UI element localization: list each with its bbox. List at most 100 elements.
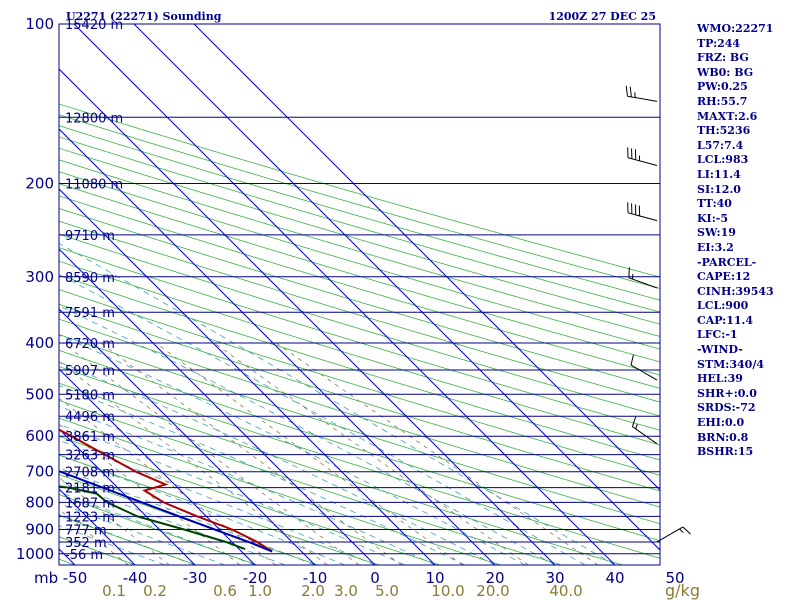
dry-adiabat bbox=[59, 318, 660, 508]
wind-barb-flag bbox=[630, 354, 634, 366]
wind-barb-half bbox=[634, 92, 636, 98]
isotherm-line bbox=[73, 24, 616, 565]
isotherm-line bbox=[59, 428, 196, 565]
dry-adiabat bbox=[59, 147, 660, 325]
dry-adiabat bbox=[59, 349, 660, 542]
height-label: 6720 m bbox=[65, 337, 115, 352]
index-item: EI:3.2 bbox=[697, 240, 734, 254]
index-item: CINH:39543 bbox=[697, 284, 774, 298]
isotherm-line bbox=[133, 24, 660, 551]
dry-adiabat bbox=[59, 494, 258, 565]
isotherm-line bbox=[59, 128, 496, 565]
height-label: 2708 m bbox=[65, 466, 115, 481]
temperature-tick-label: 50 bbox=[665, 569, 684, 587]
temperature-tick-label: -50 bbox=[63, 569, 88, 587]
index-item: EHI:0.0 bbox=[697, 416, 745, 430]
index-item: SI:12.0 bbox=[697, 182, 741, 196]
index-item: BRN:0.8 bbox=[697, 430, 749, 444]
dry-adiabat bbox=[59, 417, 501, 565]
moist-adiabat bbox=[59, 439, 376, 565]
index-item: LFC:-1 bbox=[697, 328, 738, 342]
pressure-tick-label: 400 bbox=[25, 334, 54, 352]
pressure-tick-label: 700 bbox=[25, 463, 54, 481]
height-label: 15420 m bbox=[65, 18, 123, 33]
series-dewpoint-line bbox=[59, 485, 246, 551]
dry-adiabat bbox=[59, 114, 660, 289]
wind-barb-flag bbox=[628, 267, 630, 278]
moist-adiabat bbox=[59, 242, 616, 565]
wind-barb-staff bbox=[627, 95, 658, 102]
wind-barb-staff bbox=[632, 426, 658, 445]
height-label: 1687 m bbox=[65, 496, 115, 511]
index-item: MAXT:2.6 bbox=[697, 109, 758, 123]
mixing-ratio-line bbox=[155, 342, 463, 565]
index-item: BSHR:15 bbox=[697, 445, 754, 459]
index-item: CAP:11.4 bbox=[697, 313, 754, 327]
height-label: 1223 m bbox=[65, 510, 115, 525]
wind-barb-flag bbox=[631, 416, 637, 427]
temperature-tick-label: 10 bbox=[425, 569, 444, 587]
height-label: 2181 m bbox=[65, 482, 115, 497]
pressure-tick-label: 200 bbox=[25, 174, 54, 192]
height-label: 5180 m bbox=[65, 388, 115, 403]
height-label: 5907 m bbox=[65, 364, 115, 379]
index-item: SRDS:-72 bbox=[697, 401, 756, 415]
index-item: L57:7.4 bbox=[697, 138, 744, 152]
chart-title-right: 1200Z 27 DEC 25 bbox=[549, 10, 656, 23]
wind-barb-staff bbox=[656, 526, 684, 543]
index-item: SHR+:0.0 bbox=[697, 386, 757, 400]
index-item: TT:40 bbox=[697, 197, 732, 211]
dry-adiabat bbox=[59, 399, 562, 565]
index-item: RH:55.7 bbox=[697, 94, 748, 108]
moist-adiabat bbox=[59, 405, 436, 565]
temperature-tick-label: -10 bbox=[303, 569, 328, 587]
index-item: LCL:983 bbox=[697, 153, 749, 167]
dry-adiabat bbox=[59, 195, 660, 376]
moist-adiabat bbox=[59, 274, 586, 565]
dry-adiabat bbox=[59, 514, 197, 565]
wind-barb-staff bbox=[627, 157, 658, 167]
series-parcel-line bbox=[59, 470, 273, 553]
index-item: -WIND- bbox=[697, 343, 743, 357]
dry-adiabat bbox=[59, 207, 660, 389]
temperature-tick-label: -40 bbox=[123, 569, 148, 587]
pressure-tick-label: 600 bbox=[25, 427, 54, 445]
wind-barb-flag bbox=[682, 526, 691, 535]
index-item: STM:340/4 bbox=[697, 357, 764, 371]
height-label: 9710 m bbox=[65, 229, 115, 244]
dry-adiabat bbox=[59, 247, 660, 431]
wind-barb bbox=[656, 526, 691, 543]
plot-frame bbox=[58, 23, 661, 566]
dry-adiabat bbox=[59, 260, 660, 446]
wind-barb-half bbox=[635, 423, 638, 430]
moist-adiabat bbox=[59, 454, 346, 565]
index-item: WB0: BG bbox=[697, 65, 754, 79]
wind-barb bbox=[630, 354, 658, 381]
wind-barb bbox=[628, 267, 658, 289]
dry-adiabat bbox=[59, 289, 660, 476]
wind-barb-flag bbox=[625, 85, 628, 97]
index-item: WMO:22271 bbox=[697, 22, 774, 35]
height-label: 7591 m bbox=[65, 306, 115, 321]
temperature-tick-label: 0 bbox=[370, 569, 380, 587]
dry-adiabat bbox=[59, 454, 380, 565]
mixing-ratio-tick-label: 3.0 bbox=[334, 582, 358, 600]
index-item: -PARCEL- bbox=[697, 255, 757, 269]
dry-adiabat bbox=[59, 183, 660, 363]
dry-adiabat bbox=[59, 382, 623, 565]
mixing-ratio-tick-label: 40.0 bbox=[549, 582, 582, 600]
chart-title-left: U2271 (22271) Sounding bbox=[66, 10, 222, 23]
pressure-tick-label: 500 bbox=[25, 385, 54, 403]
mixing-ratio-line bbox=[100, 342, 402, 565]
mixing-ratio-tick-label: 1.0 bbox=[248, 582, 272, 600]
pressure-tick-label: 300 bbox=[25, 268, 54, 286]
height-label: 3861 m bbox=[65, 430, 115, 445]
dry-adiabat bbox=[59, 233, 660, 417]
height-label: 3263 m bbox=[65, 449, 115, 464]
index-item: FRZ: BG bbox=[697, 51, 749, 65]
dry-adiabat bbox=[59, 136, 660, 313]
indices-panel: WMO:22271 TP:244 FRZ: BG WB0: BG PW:0.25 RH:5… bbox=[697, 22, 800, 460]
index-item: SW:19 bbox=[697, 226, 736, 240]
temperature-tick-label: 40 bbox=[605, 569, 624, 587]
